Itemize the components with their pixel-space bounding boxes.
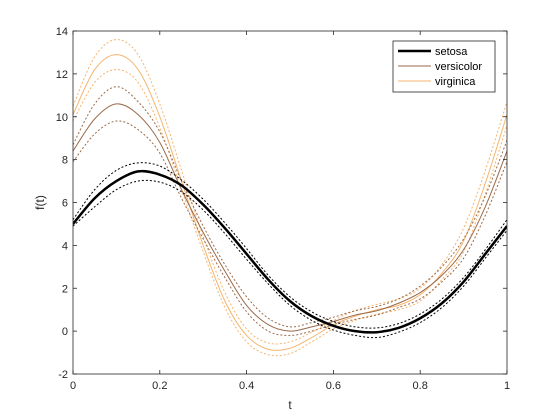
y-tick-label: 8: [62, 155, 68, 167]
series-setosa-upper-bound: [73, 162, 507, 329]
legend-label-setosa: setosa: [435, 46, 468, 58]
y-tick-label: 10: [56, 112, 68, 124]
series-versicolor-upper-bound: [73, 86, 507, 328]
legend-label-versicolor: versicolor: [435, 61, 482, 73]
x-axis-label: t: [288, 398, 292, 412]
x-tick-label: 0: [70, 380, 76, 392]
series-virginica-line: [73, 54, 507, 351]
y-tick-label: 0: [62, 326, 68, 338]
x-tick-label: 0.6: [326, 380, 341, 392]
y-axis-label: f(t): [33, 195, 47, 210]
series-layer: [73, 39, 507, 357]
legend-label-virginica: virginica: [435, 76, 476, 88]
legend: setosa versicolor virginica: [392, 40, 496, 93]
x-tick-label: 1: [504, 380, 510, 392]
x-tick-label: 0.2: [152, 380, 167, 392]
series-versicolor-line: [73, 103, 507, 332]
y-tick-label: 6: [62, 198, 68, 210]
y-tick-label: 4: [62, 240, 68, 252]
y-tick-label: -2: [58, 369, 68, 381]
series-versicolor-lower-bound: [73, 120, 507, 336]
y-tick-label: 12: [56, 69, 68, 81]
y-tick-label: 2: [62, 283, 68, 295]
x-tick-label: 0.8: [413, 380, 428, 392]
y-tick-label: 14: [56, 26, 68, 38]
series-group: [73, 39, 507, 357]
series-setosa-line: [73, 169, 507, 334]
x-tick-label: 0.4: [239, 380, 254, 392]
